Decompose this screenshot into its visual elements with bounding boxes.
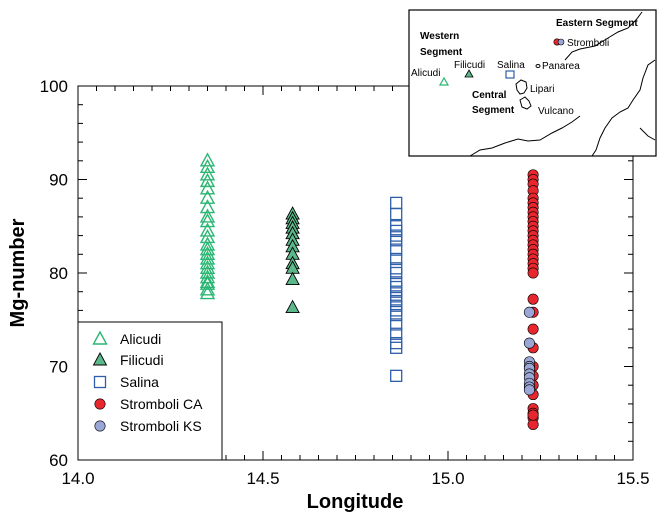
legend-marker-stromboli-ks — [94, 420, 106, 432]
y-tick-label: 100 — [40, 77, 68, 96]
panarea-island — [535, 64, 541, 68]
point-salina — [390, 252, 403, 266]
inset-label-salina: Salina — [497, 60, 525, 71]
legend-markers — [92, 330, 108, 432]
alicudi-marker — [438, 76, 450, 86]
point-alicudi — [199, 245, 216, 260]
inset-coastline-sicily-tip — [639, 127, 656, 141]
inset-coastline-north — [564, 11, 643, 61]
stromboli-marker-ks — [557, 38, 565, 46]
point-stromboli-ca — [527, 409, 539, 421]
legend-label-salina: Salina — [120, 374, 159, 390]
point-salina — [390, 266, 403, 280]
legend-label-stromboli-ca: Stromboli CA — [120, 396, 203, 412]
y-axis-label: Mg-number — [7, 218, 29, 327]
inset-central-segment-line1: Central — [472, 90, 507, 101]
point-stromboli-ca — [527, 323, 539, 335]
point-alicudi — [199, 189, 216, 204]
inset-map: Western Segment Eastern Segment Central … — [408, 9, 657, 157]
point-salina — [390, 318, 403, 331]
point-alicudi — [199, 158, 216, 174]
lipari-island — [515, 79, 528, 95]
legend-marker-alicudi — [92, 330, 108, 345]
point-salina — [390, 369, 403, 383]
point-alicudi — [199, 222, 216, 237]
y-tick-label: 80 — [49, 264, 68, 283]
x-tick-label: 15.0 — [431, 469, 464, 488]
inset-label-stromboli: Stromboli — [567, 38, 609, 49]
point-filicudi — [285, 271, 300, 285]
legend-marker-salina — [93, 375, 107, 389]
point-salina — [390, 308, 403, 322]
point-alicudi — [199, 285, 216, 300]
point-alicudi — [199, 180, 216, 195]
y-tick-labels: 60 70 80 90 100 — [40, 77, 68, 470]
inset-eastern-segment: Eastern Segment — [556, 18, 638, 29]
point-salina — [390, 327, 403, 340]
inset-label-alicudi: Alicudi — [411, 68, 440, 79]
point-salina — [390, 243, 403, 256]
point-stromboli-ks — [523, 384, 535, 396]
y-tick-label: 60 — [49, 451, 68, 470]
x-axis-label: Longitude — [307, 491, 404, 513]
salina-marker — [505, 70, 515, 79]
data-points — [199, 152, 539, 430]
filicudi-marker — [464, 69, 474, 78]
point-alicudi — [199, 236, 216, 251]
legend-label-stromboli-ks: Stromboli KS — [120, 418, 202, 434]
inset-label-lipari: Lipari — [530, 84, 554, 95]
legend-marker-filicudi — [92, 352, 108, 366]
x-tick-label: 14.0 — [61, 469, 94, 488]
inset-western-segment-line1: Western — [420, 31, 459, 42]
inset-central-segment-line2: Segment — [472, 105, 515, 116]
point-filicudi — [285, 299, 300, 314]
point-alicudi — [199, 255, 216, 270]
legend-label-alicudi: Alicudi — [120, 331, 161, 347]
vulcano-island — [519, 96, 532, 110]
point-salina — [390, 234, 403, 247]
point-salina — [390, 196, 403, 210]
point-alicudi — [199, 241, 216, 256]
point-stromboli-ks — [523, 306, 535, 318]
point-alicudi — [199, 281, 216, 296]
inset-label-panarea: Panarea — [542, 61, 580, 72]
inset-label-filicudi: Filicudi — [454, 60, 485, 71]
point-alicudi — [199, 250, 216, 265]
legend-marker-stromboli-ca — [94, 398, 106, 410]
legend-box — [77, 321, 223, 461]
x-tick-label: 15.5 — [616, 469, 649, 488]
legend: Alicudi Filicudi Salina Stromboli CA Str… — [77, 321, 223, 461]
point-alicudi — [199, 166, 216, 181]
legend-label-filicudi: Filicudi — [120, 352, 164, 368]
point-alicudi — [199, 208, 216, 223]
point-stromboli-ca — [527, 418, 539, 430]
point-stromboli-ca — [527, 293, 539, 305]
point-stromboli-ks — [523, 337, 535, 349]
inset-western-segment-line2: Segment — [420, 47, 463, 58]
point-alicudi — [199, 213, 216, 228]
y-tick-label: 90 — [49, 171, 68, 190]
point-alicudi — [199, 172, 216, 188]
inset-coastline-east — [591, 59, 656, 157]
point-salina — [390, 207, 403, 221]
point-salina — [390, 341, 403, 354]
point-alicudi — [199, 152, 216, 167]
inset-coastline-south — [469, 115, 581, 157]
x-tick-label: 14.5 — [246, 469, 279, 488]
point-alicudi — [199, 259, 216, 275]
point-alicudi — [199, 199, 216, 214]
x-tick-labels: 14.0 14.5 15.0 15.5 — [61, 469, 649, 488]
y-tick-label: 70 — [49, 358, 68, 377]
inset-label-vulcano: Vulcano — [538, 106, 574, 117]
point-alicudi — [199, 275, 216, 290]
point-stromboli-ca — [527, 267, 539, 279]
